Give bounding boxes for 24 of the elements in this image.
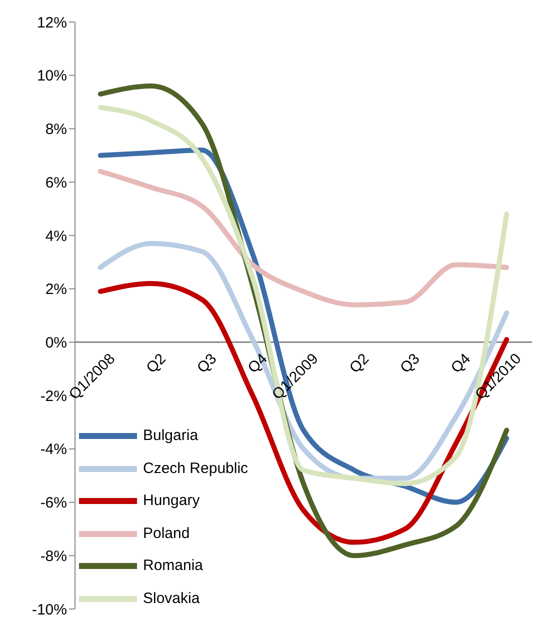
y-tick-label: 0% xyxy=(45,334,67,352)
y-tick-label: 4% xyxy=(45,228,67,245)
y-tick-label: 10% xyxy=(36,68,67,85)
legend-label: Hungary xyxy=(143,491,200,511)
legend-label: Poland xyxy=(143,524,190,544)
y-tick-label: -4% xyxy=(40,441,67,458)
y-tick-label: -10% xyxy=(32,601,67,617)
legend-label: Slovakia xyxy=(143,588,200,608)
x-tick-label: Q3 xyxy=(397,350,424,377)
legend-label: Bulgaria xyxy=(143,426,198,446)
y-tick-label: 2% xyxy=(45,281,67,298)
x-tick-label: Q2 xyxy=(346,350,372,377)
x-tick-label: Q4 xyxy=(244,350,271,377)
y-tick-label: -2% xyxy=(40,388,67,405)
x-tick-label: Q4 xyxy=(448,350,474,377)
y-tick-label: 12% xyxy=(36,14,67,32)
x-tick-label: Q3 xyxy=(194,350,220,377)
y-tick-label: 6% xyxy=(45,174,67,192)
x-tick-label: Q2 xyxy=(143,350,170,377)
y-tick-label: -6% xyxy=(40,494,67,512)
y-tick-label: 8% xyxy=(45,121,67,138)
legend-label: Czech Republic xyxy=(143,458,248,478)
legend-label: Romania xyxy=(143,556,204,576)
y-tick-label: -8% xyxy=(40,548,67,565)
